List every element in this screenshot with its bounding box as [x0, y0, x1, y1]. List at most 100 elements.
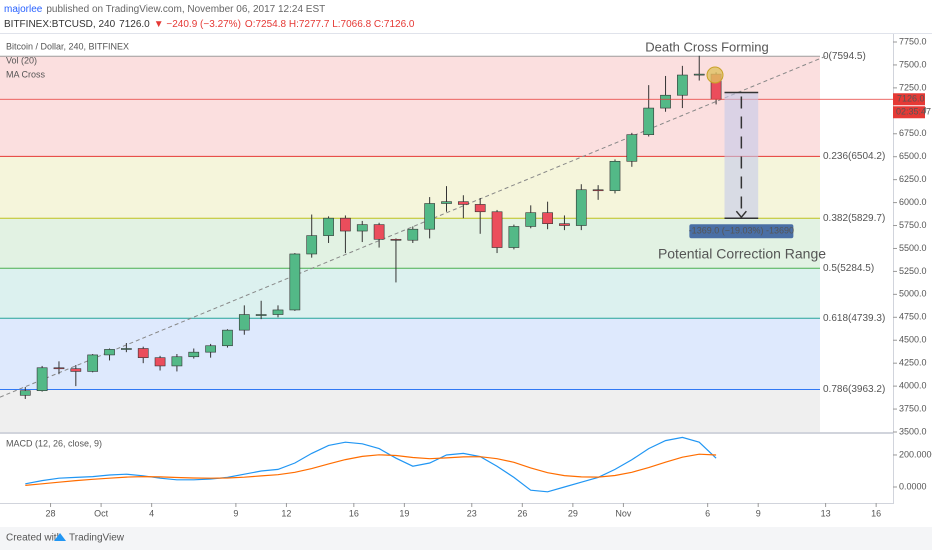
- footer-brand: TradingView: [69, 533, 125, 544]
- tv-logo: [54, 533, 66, 541]
- candle-body: [238, 314, 250, 331]
- candle-body: [693, 73, 705, 76]
- candle-body: [407, 228, 419, 241]
- candle-body: [356, 224, 368, 232]
- last-price-label: 7126.0: [897, 94, 925, 104]
- fib-band: [0, 268, 820, 319]
- candle-body: [121, 348, 132, 350]
- candle-body: [677, 74, 688, 96]
- x-tick-label: 6: [705, 508, 710, 518]
- candle-body: [441, 201, 452, 204]
- measure-label: -1369.0 (−19.03%) -13690: [689, 226, 794, 236]
- x-tick-label: 13: [821, 508, 831, 518]
- x-tick-label: 9: [756, 508, 761, 518]
- y-tick-label: 4500.0: [899, 335, 927, 345]
- y-tick-label: 4000.0: [899, 380, 927, 390]
- candle-body: [306, 235, 318, 255]
- y-tick-label: 3750.0: [899, 403, 927, 413]
- x-tick-label: Oct: [94, 508, 109, 518]
- x-tick-label: 19: [399, 508, 409, 518]
- y-tick-label: 5000.0: [899, 289, 927, 299]
- fib-label: 0.382(5829.7): [823, 213, 885, 224]
- pane-separator: [0, 432, 893, 434]
- annotation: Death Cross Forming: [645, 39, 769, 54]
- candle-body: [222, 329, 233, 347]
- fib-band: [0, 156, 820, 219]
- candle-body: [373, 224, 385, 240]
- change: ▼ −240.9 (−3.27%): [154, 19, 241, 30]
- signal-line: [25, 453, 717, 486]
- candle-body: [137, 348, 149, 358]
- y-tick-label: 5250.0: [899, 266, 927, 276]
- candle-body: [609, 160, 621, 191]
- candle-body: [643, 107, 655, 135]
- fib-label: 0.5(5284.5): [823, 263, 874, 274]
- fib-band: [0, 56, 820, 157]
- last-price-tag: [893, 93, 925, 106]
- candle-body: [559, 223, 570, 226]
- fib-band: [0, 389, 820, 432]
- candle-body: [272, 309, 284, 315]
- x-tick-label: 29: [568, 508, 578, 518]
- y-tick-label: 7750.0: [899, 36, 927, 46]
- footer-created: Created with: [6, 533, 62, 544]
- candle-body: [626, 134, 638, 162]
- candle-body: [592, 189, 604, 192]
- candle-body: [188, 351, 200, 358]
- x-tick-label: 16: [871, 508, 881, 518]
- last: 7126.0: [119, 19, 150, 30]
- y-tick-label: 6000.0: [899, 197, 927, 207]
- x-tick-label: 9: [233, 508, 238, 518]
- candle-body: [542, 212, 553, 224]
- measure-arrowhead: [735, 210, 747, 219]
- countdown-tag: [893, 106, 925, 119]
- pane-legend: Vol (20): [6, 55, 37, 65]
- death-cross-marker: [706, 66, 724, 84]
- fib-band: [0, 218, 820, 269]
- y-tick-label: 3500.0: [899, 426, 927, 436]
- candle-body: [53, 367, 65, 370]
- publisher: majorlee: [4, 4, 43, 15]
- y-tick-label: 5750.0: [899, 220, 927, 230]
- annotation: Potential Correction Range: [658, 246, 826, 262]
- y-tick-label: 6500.0: [899, 151, 927, 161]
- candle-body: [255, 314, 267, 316]
- candle-body: [87, 354, 99, 372]
- trendline: [0, 55, 826, 398]
- macd-tick-label: 0.0000: [899, 481, 927, 491]
- x-tick-label: 4: [149, 508, 154, 518]
- x-tick-label: Nov: [615, 508, 632, 518]
- fib-label: 0(7594.5): [823, 51, 866, 62]
- publish-line: majorlee published on TradingView.com, No…: [4, 4, 325, 15]
- candle-body: [491, 211, 503, 248]
- candle-body: [205, 345, 216, 353]
- x-tick-label: 26: [517, 508, 527, 518]
- macd-title: MACD (12, 26, close, 9): [6, 438, 102, 448]
- symbol: BITFINEX:BTCUSD, 240: [4, 19, 116, 30]
- candle-body: [390, 238, 402, 241]
- pane-separator: [0, 503, 893, 504]
- x-tick-label: 12: [281, 508, 291, 518]
- candle-body: [154, 357, 166, 367]
- published: published on TradingView.com, November 0…: [46, 4, 325, 15]
- axis-border: [893, 34, 894, 504]
- candle-body: [660, 94, 671, 109]
- macd-line: [25, 436, 717, 493]
- candle-body: [575, 189, 587, 226]
- candle-body: [171, 356, 183, 367]
- candle-body: [19, 390, 31, 396]
- symbol-line: BITFINEX:BTCUSD, 240 7126.0 ▼ −240.9 (−3.2…: [4, 19, 415, 30]
- measure-label-bg: [689, 224, 794, 239]
- candle-body: [508, 226, 520, 248]
- candle-body: [525, 212, 537, 227]
- fib-band: [0, 318, 820, 390]
- candle-body: [424, 203, 436, 230]
- y-tick-label: 6750.0: [899, 128, 927, 138]
- fib-label: 0.786(3963.2): [823, 384, 885, 395]
- macd-tick-label: 200.0000: [899, 449, 932, 459]
- ohlc: O:7254.8 H:7277.7 L:7066.8 C:7126.0: [245, 19, 415, 30]
- footer-bar: [0, 527, 932, 550]
- fib-label: 0.618(4739.3): [823, 313, 885, 324]
- y-tick-label: 5500.0: [899, 243, 927, 253]
